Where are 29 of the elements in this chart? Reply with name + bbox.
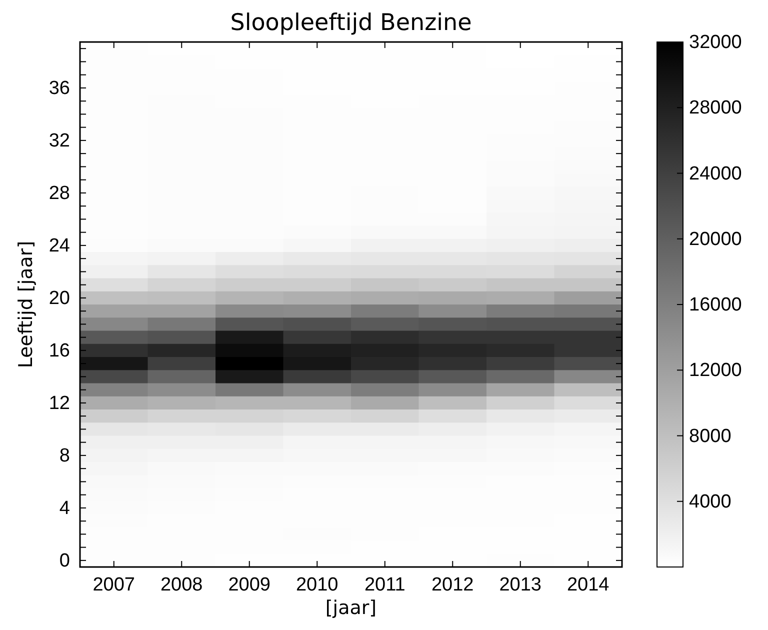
y-tick-label: 16 — [48, 340, 70, 362]
y-tick-label: 24 — [48, 236, 70, 257]
y-tick-label: 32 — [48, 130, 70, 152]
y-tick-label: 8 — [59, 446, 70, 467]
x-tick-label: 2011 — [364, 574, 406, 596]
y-axis-title: Leeftijd [jaar] — [15, 240, 37, 368]
chart-title: Sloopleeftijd Benzine — [230, 10, 472, 36]
x-tick-label: 2009 — [228, 574, 271, 596]
y-tick-label: 4 — [59, 498, 70, 520]
x-tick-label: 2014 — [566, 574, 610, 596]
x-tick-label: 2007 — [92, 574, 136, 596]
y-tick-label: 28 — [48, 183, 70, 204]
color-bar-label: 28000 — [689, 98, 742, 119]
color-bar-label: 8000 — [689, 426, 732, 447]
x-tick-label: 2008 — [160, 574, 203, 596]
y-tick-label: 0 — [59, 550, 70, 572]
color-bar-label: 20000 — [689, 228, 742, 250]
color-bar-label: 24000 — [689, 163, 742, 184]
x-tick-label: 2012 — [431, 574, 474, 596]
color-bar-label: 4000 — [689, 491, 732, 512]
x-tick-label: 2010 — [296, 574, 338, 596]
y-tick-label: 36 — [48, 78, 70, 100]
color-bar-label: 12000 — [689, 360, 742, 382]
y-tick-label: 12 — [48, 393, 70, 414]
color-bar-label: 16000 — [689, 294, 742, 316]
y-tick-label: 20 — [48, 288, 70, 310]
x-axis-title: [jaar] — [325, 597, 377, 619]
x-tick-label: 2013 — [499, 574, 542, 596]
color-bar-label: 32000 — [689, 32, 742, 54]
